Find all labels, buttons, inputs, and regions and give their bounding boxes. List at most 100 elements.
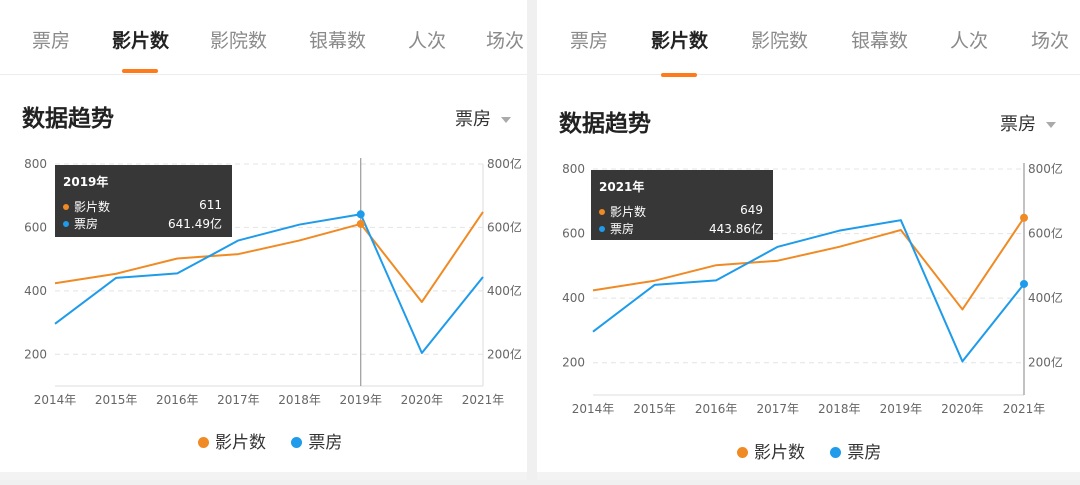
tooltip-label: 影片数: [610, 205, 647, 219]
y-right-tick-label: 400亿: [1028, 290, 1063, 305]
y-right-tick-label: 600亿: [487, 219, 522, 234]
tooltip-value: 649: [740, 203, 763, 217]
legend-label: 票房: [308, 433, 343, 453]
y-right-tick-label: 800亿: [1028, 161, 1063, 176]
x-tick-label: 2018年: [818, 402, 861, 416]
x-tick-label: 2015年: [95, 393, 138, 407]
legend-item-films[interactable]: 影片数: [737, 438, 805, 463]
tooltip-title: 2019年: [63, 175, 109, 189]
films-dot-icon: [198, 436, 209, 448]
y-left-tick-label: 800: [24, 157, 47, 171]
tooltip-label: 票房: [610, 222, 635, 236]
x-tick-label: 2019年: [339, 393, 382, 407]
x-tick-label: 2018年: [278, 393, 321, 407]
x-tick-label: 2021年: [1003, 402, 1046, 416]
box-office-dot-icon: [830, 446, 842, 458]
x-tick-label: 2019年: [880, 402, 923, 416]
chart-tooltip: 2021年 影片数 649 票房 443.86亿: [591, 170, 773, 240]
chart-legend: 影片数 票房: [737, 438, 901, 463]
box-office-dot-icon: [291, 436, 303, 448]
legend-label: 票房: [847, 443, 882, 463]
tab-cinemas[interactable]: 影院数: [210, 30, 268, 52]
x-tick-label: 2014年: [572, 402, 615, 416]
metric-selector[interactable]: 票房: [455, 105, 511, 131]
legend-item-box-office[interactable]: 票房: [291, 428, 342, 453]
active-tab-indicator: [661, 73, 697, 77]
box-office-highlight-point: [1020, 279, 1028, 288]
y-left-tick-label: 800: [562, 162, 585, 176]
legend-label: 影片数: [215, 433, 266, 453]
y-left-tick-label: 400: [562, 291, 585, 305]
tab-screens[interactable]: 银幕数: [309, 30, 367, 52]
y-left-tick-label: 600: [24, 220, 47, 234]
x-tick-label: 2016年: [156, 393, 199, 407]
films-dot-icon: [737, 446, 748, 458]
metric-selector-label: 票房: [455, 109, 491, 130]
section-title: 数据趋势: [559, 111, 651, 137]
triangle-down-icon: [501, 117, 511, 123]
metric-tabs: 票房 影片数 影院数 银幕数 人次 场次: [0, 0, 527, 75]
films-series-line: [592, 217, 1025, 311]
films-dot-icon: [599, 208, 605, 215]
metric-selector[interactable]: 票房: [1000, 110, 1056, 136]
tab-box-office[interactable]: 票房: [32, 30, 71, 52]
box-office-series-line: [54, 213, 484, 355]
y-right-tick-label: 800亿: [487, 156, 522, 171]
x-tick-label: 2021年: [462, 393, 505, 407]
trend-chart[interactable]: 200 200亿 400 400亿 600 600亿 800 800亿 2014年 2015年 20…: [0, 150, 527, 410]
right-panel: 票房 影片数 影院数 银幕数 人次 场次 数据趋势 票房 200 200亿 400 4…: [537, 0, 1080, 480]
tooltip-value: 443.86亿: [709, 222, 763, 236]
tab-films[interactable]: 影片数: [112, 30, 170, 52]
tab-films[interactable]: 影片数: [651, 30, 709, 52]
active-tab-indicator: [122, 69, 158, 73]
y-right-tick-label: 200亿: [1028, 355, 1063, 370]
tab-cinemas[interactable]: 影院数: [751, 30, 809, 52]
tooltip-label: 票房: [74, 217, 99, 231]
tab-box-office[interactable]: 票房: [570, 30, 609, 52]
tooltip-label: 影片数: [74, 200, 111, 214]
x-tick-label: 2020年: [401, 393, 444, 407]
tooltip-row-box-office: 票房 641.49亿: [63, 215, 224, 232]
y-left-tick-label: 200: [562, 356, 585, 370]
box-office-dot-icon: [63, 220, 69, 227]
triangle-down-icon: [1046, 122, 1056, 128]
tab-admissions[interactable]: 人次: [408, 30, 447, 52]
tooltip-row-films: 影片数 611: [63, 198, 224, 215]
panel-bottom-divider: [0, 472, 527, 480]
tooltip-row-box-office: 票房 443.86亿: [599, 220, 765, 237]
legend-item-box-office[interactable]: 票房: [830, 438, 881, 463]
chart-tooltip: 2019年 影片数 611 票房 641.49亿: [55, 165, 232, 237]
x-tick-label: 2020年: [941, 402, 984, 416]
y-right-tick-label: 200亿: [487, 346, 522, 361]
box-office-dot-icon: [599, 225, 605, 232]
x-tick-label: 2014年: [34, 393, 77, 407]
films-dot-icon: [63, 203, 69, 210]
tab-screens[interactable]: 银幕数: [851, 30, 909, 52]
left-panel: 票房 影片数 影院数 银幕数 人次 场次 数据趋势 票房 200 200亿 400 4…: [0, 0, 527, 480]
films-highlight-point: [1020, 213, 1028, 222]
trend-chart[interactable]: 200 200亿 400 400亿 600 600亿 800 800亿 2014年 2015年 20…: [537, 155, 1080, 420]
box-office-highlight-point: [356, 210, 365, 219]
x-tick-label: 2016年: [695, 402, 738, 416]
tab-admissions[interactable]: 人次: [950, 30, 989, 52]
y-left-tick-label: 600: [562, 227, 585, 241]
tooltip-row-films: 影片数 649: [599, 203, 765, 220]
x-tick-label: 2015年: [633, 402, 676, 416]
films-series-line: [54, 211, 484, 303]
metric-tabs: 票房 影片数 影院数 银幕数 人次 场次: [537, 0, 1080, 77]
tab-sessions[interactable]: 场次: [486, 30, 525, 52]
chart-legend: 影片数 票房: [198, 428, 362, 453]
legend-item-films[interactable]: 影片数: [198, 428, 266, 453]
tab-sessions[interactable]: 场次: [1031, 30, 1070, 52]
y-right-tick-label: 400亿: [487, 283, 522, 298]
y-left-tick-label: 200: [24, 347, 47, 361]
legend-label: 影片数: [754, 443, 805, 463]
panel-bottom-divider: [537, 472, 1080, 480]
y-left-tick-label: 400: [24, 284, 47, 298]
x-tick-label: 2017年: [756, 402, 799, 416]
y-right-tick-label: 600亿: [1028, 226, 1063, 241]
tooltip-value: 611: [199, 198, 222, 212]
box-office-series-line: [592, 219, 1025, 363]
section-title: 数据趋势: [22, 106, 114, 132]
metric-selector-label: 票房: [1000, 114, 1036, 135]
